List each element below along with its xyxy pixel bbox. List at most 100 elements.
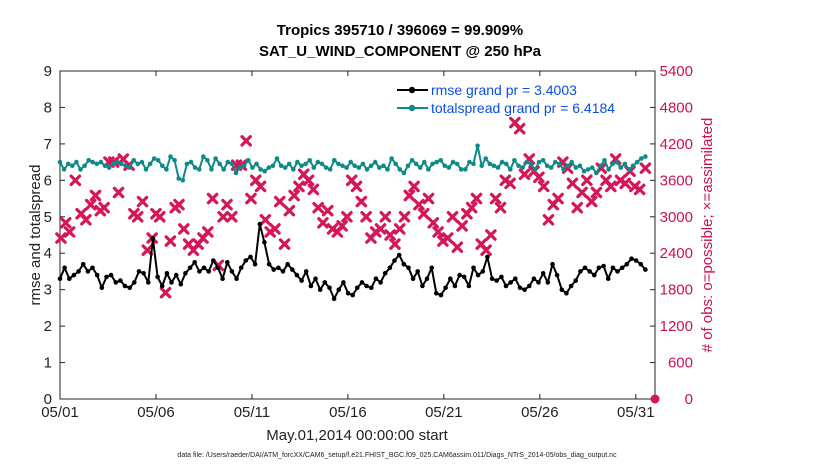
x-tick-label: 05/16 <box>329 404 367 421</box>
obs-assimilated-marker <box>639 162 652 174</box>
spread-series-point <box>381 163 386 169</box>
y-tick-label: 9 <box>44 63 52 80</box>
rmse-series-point <box>475 272 481 278</box>
spread-series-point <box>389 156 394 161</box>
rmse-series-point <box>183 271 188 276</box>
spread-series-point <box>196 167 202 172</box>
obs-possible-marker <box>650 394 660 404</box>
obs-assimilated-marker <box>254 180 267 193</box>
rmse-series-point <box>234 276 239 282</box>
spread-series-point <box>192 165 198 170</box>
obs-assimilated-marker <box>112 186 125 199</box>
y-right-tick-label: 2400 <box>660 245 693 262</box>
rmse-series-point <box>387 265 393 271</box>
spread-series-point <box>356 165 362 170</box>
obs-assimilated-marker <box>504 177 516 190</box>
spread-series-point <box>139 159 145 165</box>
obs-assimilated-marker <box>164 235 177 247</box>
spread-series-point <box>229 161 235 167</box>
obs-assimilated-marker <box>566 177 579 190</box>
obs-assimilated-marker <box>307 183 320 196</box>
spread-series-point <box>438 158 444 163</box>
rmse-series-point <box>434 291 439 296</box>
rmse-series-point <box>582 265 588 271</box>
rmse-series-point <box>248 254 253 260</box>
rmse-series-point <box>392 258 397 263</box>
rmse-series-point <box>299 278 304 283</box>
spread-series-point <box>123 163 128 169</box>
rmse-series-point <box>355 285 360 291</box>
spread-series-point <box>520 165 525 170</box>
spread-series-point <box>90 159 95 165</box>
spread-series-point <box>409 158 415 163</box>
spread-series-point <box>634 159 640 165</box>
obs-assimilated-marker <box>422 192 435 205</box>
rmse-series-point <box>573 278 578 283</box>
rmse-series-point <box>540 271 546 276</box>
y-right-tick-label: 600 <box>668 355 693 372</box>
obs-assimilated-marker <box>336 220 348 232</box>
spread-series-point <box>565 163 570 169</box>
rmse-series-point <box>94 272 100 278</box>
rmse-series-point <box>596 265 602 271</box>
obs-assimilated-marker <box>537 180 550 193</box>
obs-assimilated-marker <box>59 217 72 229</box>
obs-assimilated-marker <box>576 186 588 199</box>
obs-assimilated-marker <box>302 174 315 187</box>
spread-series-point <box>434 159 439 165</box>
spread-series-point <box>594 170 599 176</box>
rmse-series-point <box>605 276 611 282</box>
rmse-series-point <box>643 267 648 272</box>
rmse-series-point <box>382 271 388 276</box>
spread-series-point <box>626 167 632 172</box>
y-right-tick-label: 4800 <box>660 99 693 116</box>
obs-assimilated-marker <box>456 220 468 232</box>
obs-assimilated-marker <box>619 177 632 190</box>
spread-series-point <box>70 163 75 169</box>
spread-series-point <box>569 159 574 165</box>
spread-series-point <box>639 156 644 161</box>
obs-assimilated-marker <box>136 195 149 208</box>
rmse-series-point <box>466 283 472 289</box>
spread-series-point <box>450 159 456 165</box>
spread-series-point <box>168 154 173 159</box>
rmse-series-point <box>266 261 272 267</box>
spread-series-point <box>127 165 132 170</box>
x-tick-label: 05/06 <box>137 404 175 421</box>
x-axis-label: May.01,2014 00:00:00 start <box>266 427 448 444</box>
legend-rmse-marker <box>408 86 416 94</box>
series-lines <box>57 143 648 302</box>
obs-assimilated-marker <box>403 189 416 202</box>
rmse-series-point <box>424 276 430 282</box>
spread-series-point <box>442 163 448 169</box>
rmse-series-point <box>238 265 244 271</box>
spread-series-point <box>606 167 611 172</box>
spread-series-point <box>377 165 382 170</box>
rmse-series-point <box>499 274 504 280</box>
obs-assimilated-marker <box>350 180 363 193</box>
spread-series-point <box>233 170 239 176</box>
spread-series-point <box>532 167 538 172</box>
rmse-series-point <box>633 258 639 263</box>
y-tick-label: 1 <box>44 355 52 372</box>
y-axis-right-label: # of obs: o=possible; ×=assimilated <box>699 118 716 353</box>
rmse-series-point <box>345 291 351 296</box>
spread-series-point <box>360 161 366 167</box>
rmse-series-point <box>559 287 565 293</box>
rmse-series-point <box>517 285 523 291</box>
spread-series-point <box>495 165 501 170</box>
spread-series-point <box>176 176 181 181</box>
spread-series-point <box>143 167 149 172</box>
chart-title: Tropics 395710 / 396069 = 99.909% <box>277 22 523 39</box>
spread-series-point <box>348 159 354 165</box>
rmse-series-point <box>461 274 467 280</box>
obs-assimilated-marker <box>98 201 110 214</box>
spread-series-point <box>463 167 468 172</box>
spread-series-point <box>205 158 210 163</box>
x-tick-label: 05/11 <box>234 404 270 421</box>
obs-assimilated-marker <box>413 198 425 211</box>
spread-series-point <box>479 163 485 169</box>
obs-assimilated-marker <box>489 192 502 205</box>
obs-assimilated-marker <box>89 189 102 202</box>
rmse-series-point <box>215 265 221 271</box>
